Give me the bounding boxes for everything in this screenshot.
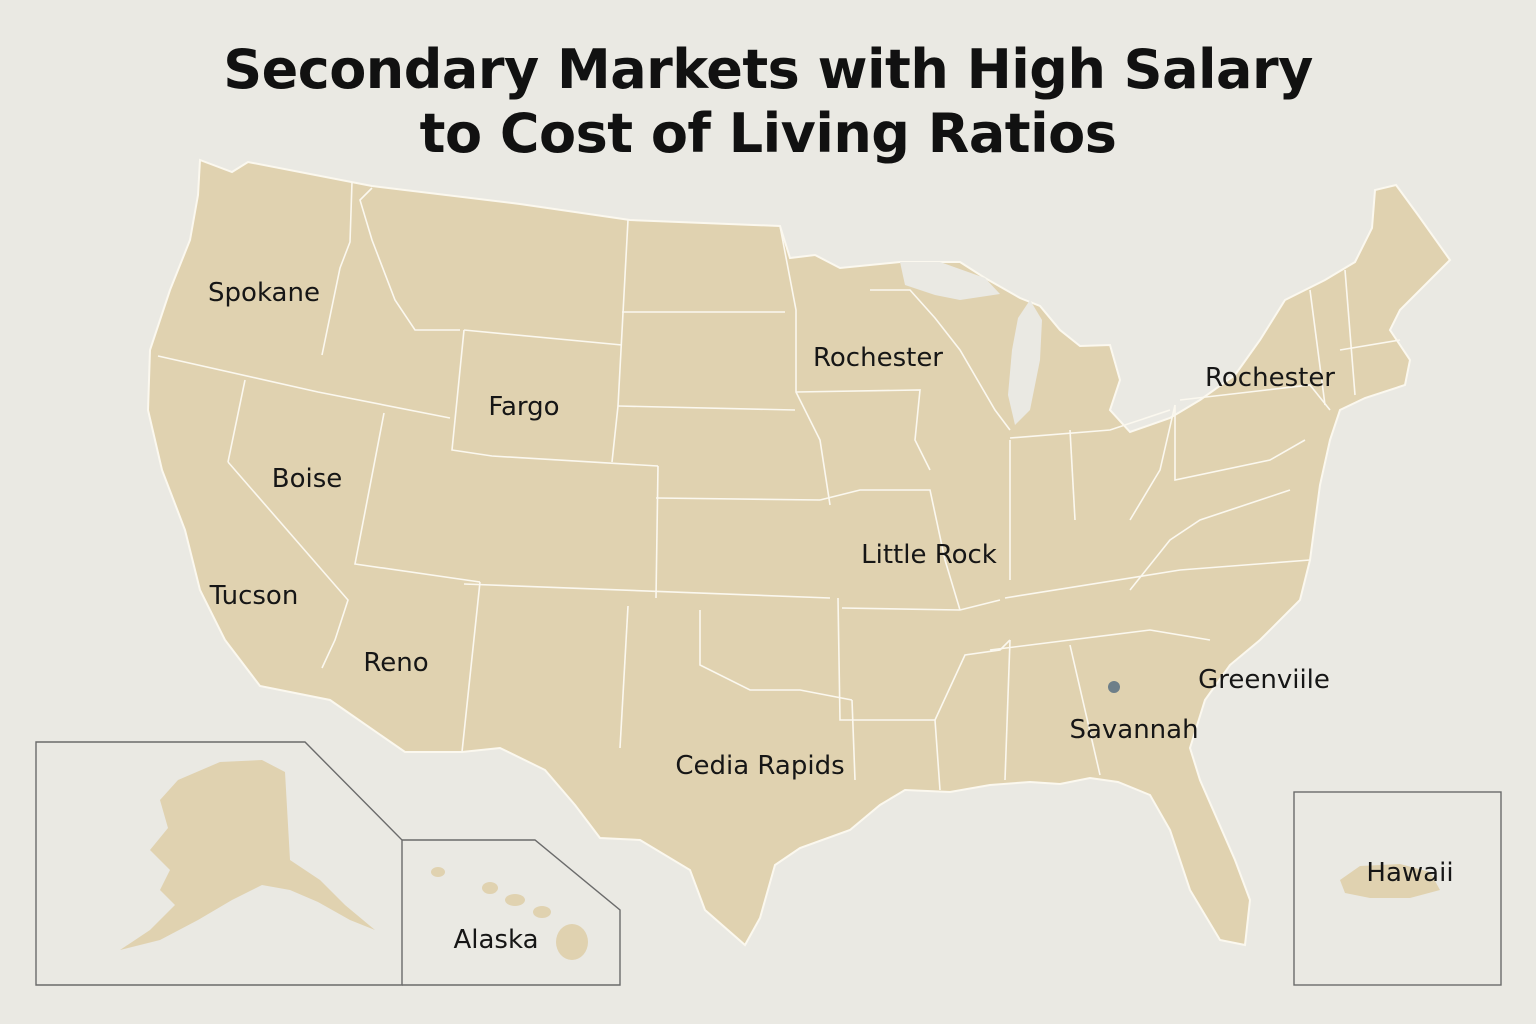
contiguous-us-landmass [146, 158, 1452, 947]
inset-label-hawaii: Hawaii [1366, 858, 1453, 888]
lake-michigan [1008, 300, 1042, 425]
city-label-rochester-mn: Rochester [813, 343, 943, 373]
page-title: Secondary Markets with High Salary to Co… [0, 38, 1536, 166]
city-label-boise: Boise [272, 464, 343, 494]
island-chain [431, 867, 588, 960]
city-label-greenville: Greenviile [1198, 665, 1330, 695]
state-borders [157, 181, 1401, 791]
city-label-savannah: Savannah [1069, 715, 1198, 745]
city-label-rochester-ny: Rochester [1205, 363, 1335, 393]
second-inset-frame [402, 839, 621, 986]
hawaii-landmass [1340, 864, 1440, 898]
alaska-inset-frame [35, 741, 403, 986]
city-label-little-rock: Little Rock [861, 540, 997, 570]
location-dot-icon [1108, 681, 1120, 693]
city-label-cedia-rapids: Cedia Rapids [675, 751, 844, 781]
alaska-landmass [120, 760, 375, 950]
title-line-2: to Cost of Living Ratios [419, 102, 1117, 165]
inset-label-alaska: Alaska [453, 925, 538, 955]
city-label-tucson: Tucson [209, 581, 299, 611]
city-label-spokane: Spokane [208, 278, 320, 308]
city-label-reno: Reno [363, 648, 428, 678]
title-line-1: Secondary Markets with High Salary [223, 38, 1313, 101]
hawaii-inset-frame [1293, 791, 1502, 986]
lake-superior [900, 262, 1000, 300]
city-label-fargo: Fargo [488, 392, 559, 422]
